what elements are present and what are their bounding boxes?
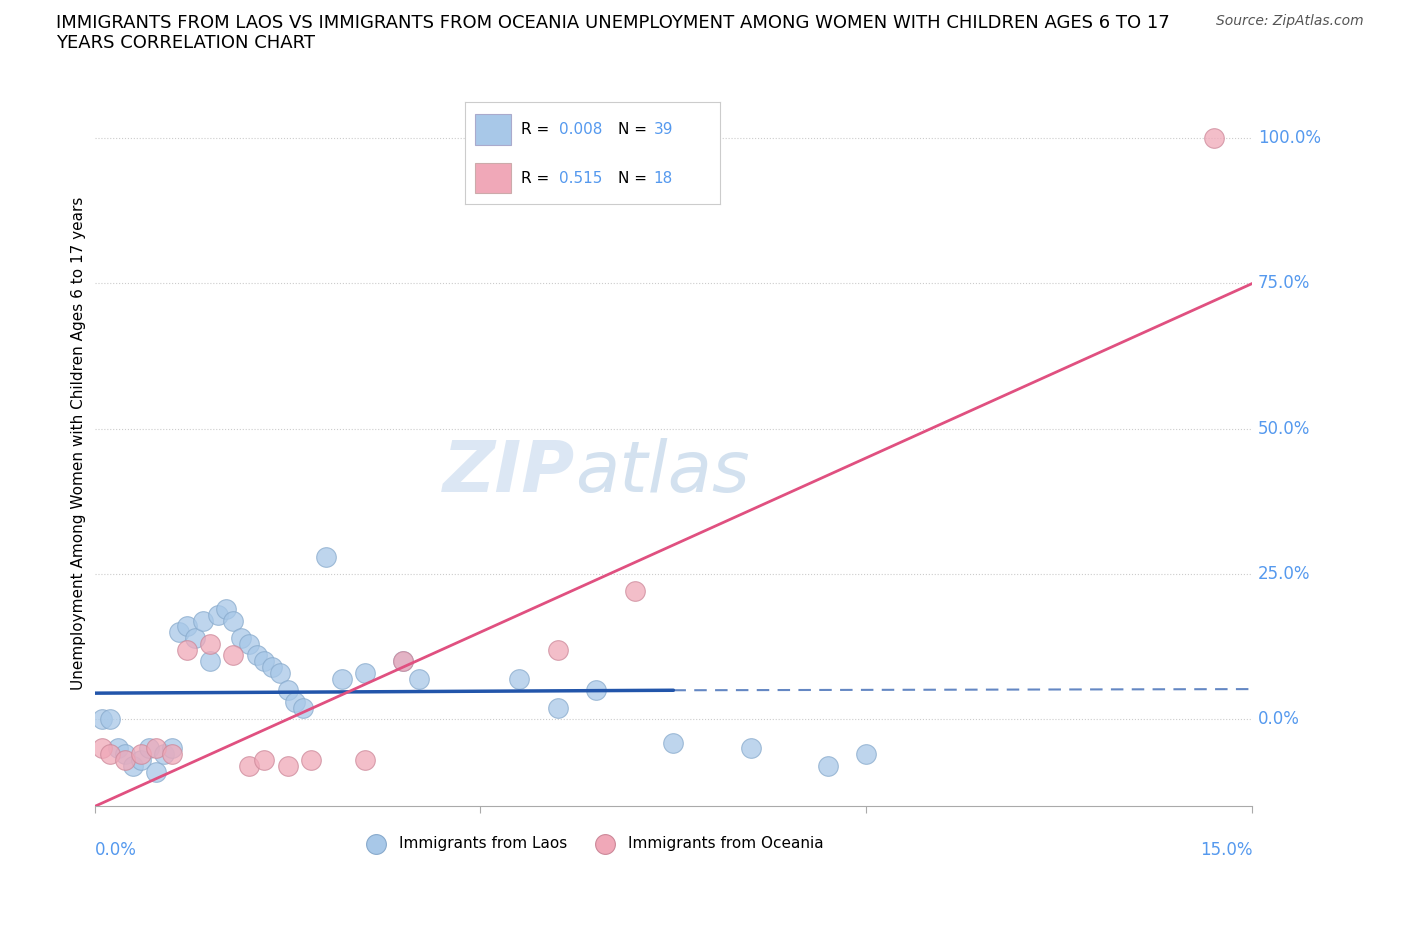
Point bbox=[1202, 131, 1225, 146]
Point bbox=[392, 654, 415, 669]
Text: 75.0%: 75.0% bbox=[1258, 274, 1310, 293]
Point bbox=[238, 758, 260, 773]
Text: IMMIGRANTS FROM LAOS VS IMMIGRANTS FROM OCEANIA UNEMPLOYMENT AMONG WOMEN WITH CH: IMMIGRANTS FROM LAOS VS IMMIGRANTS FROM … bbox=[56, 14, 1170, 32]
Point bbox=[176, 618, 198, 633]
Point bbox=[315, 549, 337, 564]
Point bbox=[98, 711, 121, 726]
Point bbox=[253, 654, 276, 669]
Point bbox=[624, 584, 647, 599]
Text: Source: ZipAtlas.com: Source: ZipAtlas.com bbox=[1216, 14, 1364, 28]
Point bbox=[91, 741, 114, 756]
Text: 15.0%: 15.0% bbox=[1199, 842, 1253, 859]
Point bbox=[169, 625, 191, 640]
Point bbox=[207, 607, 229, 622]
Text: 0.0%: 0.0% bbox=[1258, 711, 1301, 728]
Point bbox=[176, 642, 198, 657]
Point bbox=[200, 636, 222, 651]
Point bbox=[107, 741, 129, 756]
Point bbox=[276, 758, 298, 773]
Point bbox=[184, 631, 207, 645]
Point bbox=[508, 671, 530, 686]
Point bbox=[222, 648, 245, 663]
Point bbox=[253, 752, 276, 767]
Point bbox=[276, 683, 298, 698]
Point bbox=[353, 665, 375, 680]
Point bbox=[408, 671, 430, 686]
Point bbox=[284, 695, 307, 710]
Point bbox=[98, 747, 121, 762]
Point bbox=[153, 747, 176, 762]
Point bbox=[291, 700, 314, 715]
Point bbox=[855, 747, 877, 762]
Point bbox=[231, 631, 253, 645]
Point bbox=[160, 747, 183, 762]
Point bbox=[129, 747, 152, 762]
Point bbox=[160, 741, 183, 756]
Point bbox=[740, 741, 762, 756]
Point bbox=[222, 613, 245, 628]
Text: 25.0%: 25.0% bbox=[1258, 565, 1310, 583]
Text: 50.0%: 50.0% bbox=[1258, 419, 1310, 438]
Text: atlas: atlas bbox=[575, 438, 749, 507]
Point bbox=[353, 752, 375, 767]
Point bbox=[191, 613, 214, 628]
Point bbox=[585, 683, 607, 698]
Y-axis label: Unemployment Among Women with Children Ages 6 to 17 years: Unemployment Among Women with Children A… bbox=[72, 196, 86, 690]
Point bbox=[122, 758, 145, 773]
Point bbox=[817, 758, 839, 773]
Text: 100.0%: 100.0% bbox=[1258, 129, 1322, 147]
Point bbox=[547, 700, 569, 715]
Text: ZIP: ZIP bbox=[443, 438, 575, 507]
Point bbox=[114, 752, 136, 767]
Point bbox=[145, 741, 167, 756]
Point bbox=[145, 764, 167, 779]
Point bbox=[114, 747, 136, 762]
Legend: Immigrants from Laos, Immigrants from Oceania: Immigrants from Laos, Immigrants from Oc… bbox=[354, 830, 830, 857]
Text: 0.0%: 0.0% bbox=[94, 842, 136, 859]
Point bbox=[392, 654, 415, 669]
Point bbox=[662, 735, 685, 750]
Point bbox=[330, 671, 353, 686]
Point bbox=[299, 752, 322, 767]
Point bbox=[547, 642, 569, 657]
Text: YEARS CORRELATION CHART: YEARS CORRELATION CHART bbox=[56, 34, 315, 52]
Point bbox=[129, 752, 152, 767]
Point bbox=[238, 636, 260, 651]
Point bbox=[262, 659, 284, 674]
Point bbox=[200, 654, 222, 669]
Point bbox=[269, 665, 291, 680]
Point bbox=[138, 741, 160, 756]
Point bbox=[246, 648, 269, 663]
Point bbox=[215, 602, 238, 617]
Point bbox=[91, 711, 114, 726]
